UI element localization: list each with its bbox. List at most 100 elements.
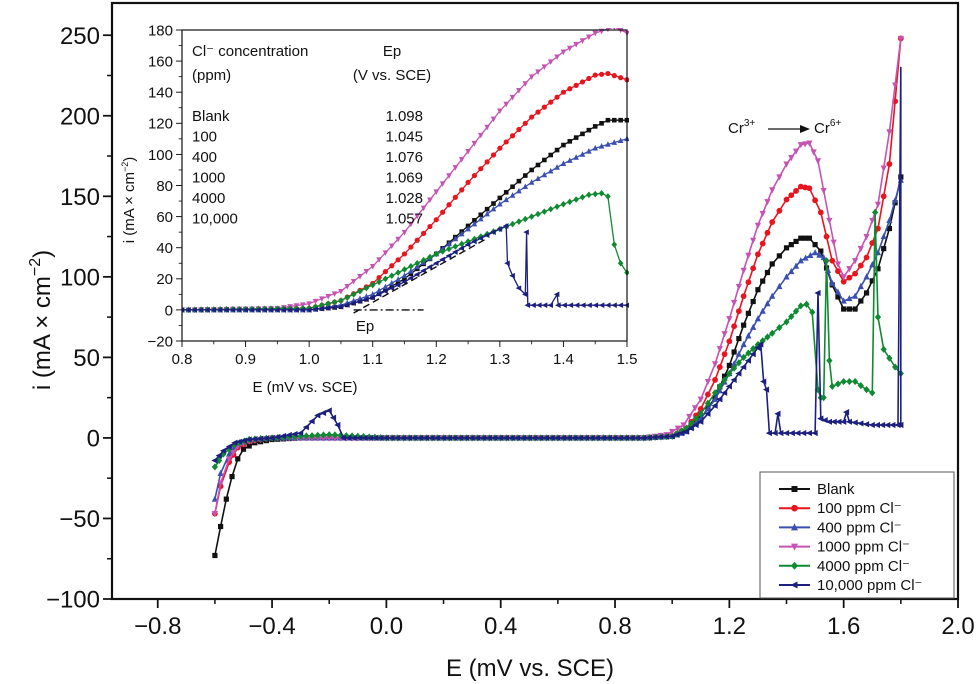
main-point-400-ppm-cl bbox=[769, 292, 776, 299]
main-point-10-000-ppm-cl bbox=[628, 434, 635, 442]
main-point-1000-ppm-cl bbox=[735, 283, 742, 291]
main-point-4000-ppm-cl bbox=[764, 333, 771, 341]
inset-point-1000-ppm bbox=[503, 101, 510, 108]
main-y-tick-label: 200 bbox=[60, 103, 100, 130]
main-point-100-ppm-cl bbox=[745, 279, 752, 286]
inset-point-10-000-ppm bbox=[471, 238, 477, 245]
main-point-100-ppm-cl bbox=[705, 391, 711, 398]
main-point-4000-ppm-cl bbox=[788, 312, 795, 321]
inset-point-400-ppm bbox=[535, 175, 541, 181]
main-point-blank bbox=[745, 310, 752, 316]
inset-plot: 0.8 0.9 1.0 1.1 1.2 1.3 1.4 1.5−200204060801001… bbox=[148, 22, 638, 368]
main-x-tick-label: 0.8 bbox=[598, 613, 631, 640]
inset-y-tick-label: 180 bbox=[148, 22, 173, 39]
main-point-100-ppm-cl bbox=[886, 161, 893, 167]
inset-point-100-ppm bbox=[522, 120, 528, 126]
main-point-1000-ppm-cl bbox=[211, 511, 218, 518]
main-x-tick-label: −0.8 bbox=[134, 613, 181, 640]
main-point-10-000-ppm-cl bbox=[225, 443, 232, 450]
ep-label: Ep bbox=[356, 318, 374, 335]
main-point-10-000-ppm-cl bbox=[240, 437, 248, 444]
main-point-4000-ppm-cl bbox=[731, 364, 738, 372]
main-point-4000-ppm-cl bbox=[326, 431, 333, 439]
main-x-tick-label: −0.4 bbox=[248, 613, 295, 640]
legend-item-100-ppm-cl: 100 ppm Cl⁻ bbox=[779, 500, 902, 517]
main-point-100-ppm-cl bbox=[740, 293, 747, 300]
main-point-400-ppm-cl bbox=[776, 282, 783, 290]
inset-point-100-ppm bbox=[395, 257, 401, 263]
inset-point-10-000-ppm bbox=[204, 307, 210, 313]
inset-point-10-000-ppm bbox=[324, 305, 331, 311]
main-point-blank bbox=[812, 242, 818, 248]
main-point-1000-ppm-cl bbox=[750, 237, 757, 244]
inset-point-4000-ppm bbox=[605, 193, 611, 200]
inset-point-100-ppm bbox=[516, 126, 522, 133]
inset-point-10-000-ppm bbox=[420, 267, 426, 274]
main-point-1000-ppm-cl bbox=[326, 435, 333, 442]
main-point-400-ppm-cl bbox=[745, 332, 752, 339]
main-point-blank bbox=[802, 235, 808, 241]
inset-point-10-000-ppm bbox=[394, 282, 401, 288]
main-point-blank bbox=[721, 373, 728, 379]
inset-point-blank bbox=[491, 201, 496, 206]
main-point-4000-ppm-cl bbox=[360, 433, 367, 441]
inset-point-10-000-ppm bbox=[356, 298, 363, 304]
main-point-1000-ppm-cl bbox=[814, 158, 822, 165]
inset-point-100-ppm bbox=[484, 159, 490, 165]
main-point-4000-ppm-cl bbox=[692, 414, 700, 423]
inset-point-10-000-ppm bbox=[598, 302, 605, 309]
main-point-10-000-ppm-cl bbox=[251, 436, 258, 443]
main-point-4000-ppm-cl bbox=[750, 345, 757, 353]
main-y-tick-label: 150 bbox=[60, 184, 100, 211]
main-y-axis-title-close: ) bbox=[29, 250, 56, 258]
inset-point-4000-ppm bbox=[528, 213, 535, 220]
main-point-blank bbox=[875, 266, 881, 272]
main-point-1000-ppm-cl bbox=[834, 261, 842, 268]
main-point-10-000-ppm-cl bbox=[622, 434, 630, 442]
main-plot: −0.8 −0.4 0.0 0.4 0.8 1.2 1.6 2.0−100−500501001… bbox=[46, 1, 975, 640]
inset-point-blank bbox=[389, 283, 395, 289]
main-point-100-ppm-cl bbox=[716, 364, 723, 370]
inset-point-1000-ppm bbox=[613, 28, 616, 31]
inset-point-4000-ppm bbox=[516, 218, 522, 225]
main-point-400-ppm-cl bbox=[834, 288, 842, 295]
table-row: 1000 1.069 bbox=[192, 170, 423, 187]
main-point-100-ppm-cl bbox=[880, 193, 887, 200]
main-point-10-000-ppm-cl bbox=[611, 434, 618, 442]
inset-point-100-ppm bbox=[554, 94, 560, 100]
inset-point-blank bbox=[573, 135, 579, 140]
inset-point-400-ppm bbox=[566, 157, 573, 163]
main-point-10-000-ppm-cl bbox=[878, 421, 886, 429]
main-point-blank bbox=[736, 335, 742, 342]
main-point-100-ppm-cl bbox=[793, 188, 799, 194]
inset-point-4000-ppm bbox=[344, 294, 351, 301]
main-point-10-000-ppm-cl bbox=[760, 378, 767, 385]
main-point-400-ppm-cl bbox=[863, 273, 870, 280]
main-y-axis-title: i (mA × cm−2) bbox=[27, 250, 56, 390]
inset-point-blank bbox=[599, 121, 604, 126]
inset-point-100-ppm bbox=[427, 223, 433, 230]
main-point-400-ppm-cl bbox=[846, 294, 853, 302]
inset-point-10-000-ppm bbox=[210, 307, 217, 313]
main-point-10-000-ppm-cl bbox=[657, 433, 664, 441]
inset-point-10-000-ppm bbox=[521, 291, 528, 298]
main-point-400-ppm-cl bbox=[852, 292, 859, 299]
main-point-400-ppm-cl bbox=[820, 253, 827, 261]
inset-point-400-ppm bbox=[471, 220, 478, 227]
main-point-10-000-ppm-cl bbox=[215, 452, 222, 459]
main-point-100-ppm-cl bbox=[797, 183, 804, 190]
inset-point-10-000-ppm bbox=[523, 229, 529, 235]
inset-y-tick-label: 40 bbox=[156, 240, 173, 257]
main-point-4000-ppm-cl bbox=[291, 433, 299, 441]
inset-point-1000-ppm bbox=[382, 250, 389, 256]
main-point-1000-ppm-cl bbox=[852, 258, 859, 265]
main-point-10-000-ppm-cl bbox=[687, 425, 694, 432]
inset-point-10-000-ppm bbox=[567, 302, 574, 309]
main-point-10-000-ppm-cl bbox=[777, 429, 784, 437]
inset-point-10-000-ppm bbox=[592, 302, 599, 309]
main-point-blank bbox=[858, 298, 864, 304]
inset-point-1000-ppm bbox=[408, 221, 414, 228]
main-point-blank bbox=[846, 306, 852, 312]
main-point-1000-ppm-cl bbox=[759, 210, 766, 218]
inset-point-4000-ppm bbox=[369, 281, 376, 289]
